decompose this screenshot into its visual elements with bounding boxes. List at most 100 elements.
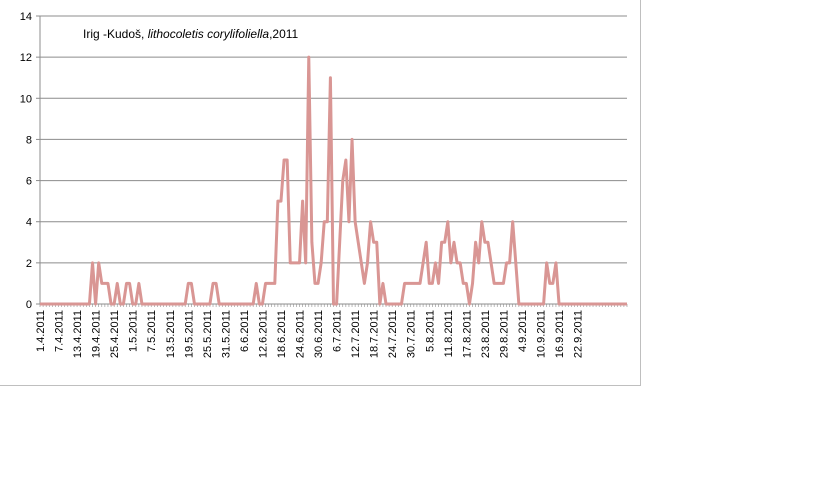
x-tick-label: 4.9.2011 bbox=[517, 310, 529, 352]
data-point bbox=[462, 282, 464, 284]
chart-title-year: ,2011 bbox=[269, 27, 298, 41]
data-point bbox=[178, 303, 180, 305]
x-tick-label: 19.4.2011 bbox=[91, 310, 103, 358]
y-tick-label: 0 bbox=[26, 299, 32, 311]
data-point bbox=[64, 303, 66, 305]
y-tick-label: 12 bbox=[20, 52, 32, 64]
x-tick-label: 12.6.2011 bbox=[257, 310, 269, 358]
data-point bbox=[246, 303, 248, 305]
data-point bbox=[583, 303, 585, 305]
data-point bbox=[570, 303, 572, 305]
x-tick-label: 24.7.2011 bbox=[387, 310, 399, 358]
data-point bbox=[320, 262, 322, 264]
data-point bbox=[169, 303, 171, 305]
data-point bbox=[67, 303, 69, 305]
data-point bbox=[48, 303, 50, 305]
data-point bbox=[141, 303, 143, 305]
data-point bbox=[144, 303, 146, 305]
data-point bbox=[543, 303, 545, 305]
data-point bbox=[283, 159, 285, 161]
data-point bbox=[607, 303, 609, 305]
x-tick-label: 6.6.2011 bbox=[239, 310, 251, 352]
x-tick-label: 16.9.2011 bbox=[554, 310, 566, 358]
x-tick-label: 18.6.2011 bbox=[276, 310, 288, 358]
y-tick-label: 8 bbox=[26, 134, 32, 146]
data-point bbox=[302, 200, 304, 202]
data-point bbox=[215, 282, 217, 284]
data-point bbox=[255, 282, 257, 284]
data-point bbox=[129, 282, 131, 284]
y-tick-labels: 0 2 4 6 8 10 12 14 bbox=[20, 11, 32, 311]
data-point bbox=[573, 303, 575, 305]
data-point bbox=[98, 262, 100, 264]
data-point bbox=[339, 241, 341, 243]
data-point bbox=[209, 303, 211, 305]
data-point bbox=[397, 303, 399, 305]
y-tick-label: 2 bbox=[26, 258, 32, 270]
data-point bbox=[558, 303, 560, 305]
data-point bbox=[366, 262, 368, 264]
data-point bbox=[394, 303, 396, 305]
data-point bbox=[472, 282, 474, 284]
data-point bbox=[450, 262, 452, 264]
data-point bbox=[419, 282, 421, 284]
gridlines bbox=[36, 15, 627, 305]
data-point bbox=[147, 303, 149, 305]
data-point bbox=[586, 303, 588, 305]
data-point bbox=[490, 262, 492, 264]
data-point bbox=[478, 262, 480, 264]
data-point bbox=[132, 303, 134, 305]
data-point bbox=[280, 200, 282, 202]
data-point bbox=[61, 303, 63, 305]
data-point bbox=[135, 303, 137, 305]
data-point bbox=[515, 262, 517, 264]
x-tick-label: 7.5.2011 bbox=[146, 310, 158, 352]
data-point bbox=[626, 303, 628, 305]
data-point bbox=[58, 303, 60, 305]
data-point bbox=[79, 303, 81, 305]
x-tick-label: 29.8.2011 bbox=[498, 310, 510, 358]
data-point bbox=[166, 303, 168, 305]
data-point bbox=[592, 303, 594, 305]
data-point bbox=[617, 303, 619, 305]
data-point bbox=[567, 303, 569, 305]
data-point bbox=[447, 221, 449, 223]
data-point bbox=[333, 303, 335, 305]
data-point bbox=[326, 221, 328, 223]
data-point bbox=[299, 262, 301, 264]
x-tick-label: 25.5.2011 bbox=[202, 310, 214, 358]
y-tick-label: 14 bbox=[20, 11, 32, 23]
data-point bbox=[268, 282, 270, 284]
data-point bbox=[400, 303, 402, 305]
data-point bbox=[601, 303, 603, 305]
x-tick-label: 1.5.2011 bbox=[128, 310, 140, 352]
data-point bbox=[354, 221, 356, 223]
data-point bbox=[212, 282, 214, 284]
x-tick-label: 22.9.2011 bbox=[573, 310, 585, 358]
data-point bbox=[76, 303, 78, 305]
data-point bbox=[70, 303, 72, 305]
data-point bbox=[357, 241, 359, 243]
data-point bbox=[499, 282, 501, 284]
x-tick-label: 13.4.2011 bbox=[72, 310, 84, 358]
data-point bbox=[481, 221, 483, 223]
data-point bbox=[197, 303, 199, 305]
data-point bbox=[385, 303, 387, 305]
data-point bbox=[200, 303, 202, 305]
data-point bbox=[181, 303, 183, 305]
data-point bbox=[110, 303, 112, 305]
data-point bbox=[373, 241, 375, 243]
data-point bbox=[425, 241, 427, 243]
data-point bbox=[342, 180, 344, 182]
data-point bbox=[521, 303, 523, 305]
x-tick-label: 24.6.2011 bbox=[295, 310, 307, 358]
data-point bbox=[502, 282, 504, 284]
x-tick-label: 31.5.2011 bbox=[220, 310, 232, 358]
data-point bbox=[580, 303, 582, 305]
data-point bbox=[138, 282, 140, 284]
data-point bbox=[277, 200, 279, 202]
x-tick-labels: 1.4.2011 7.4.2011 13.4.2011 19.4.2011 25.4.2… bbox=[35, 310, 585, 358]
data-point bbox=[289, 262, 291, 264]
data-point bbox=[329, 77, 331, 79]
x-tick-label: 1.4.2011 bbox=[35, 310, 47, 352]
